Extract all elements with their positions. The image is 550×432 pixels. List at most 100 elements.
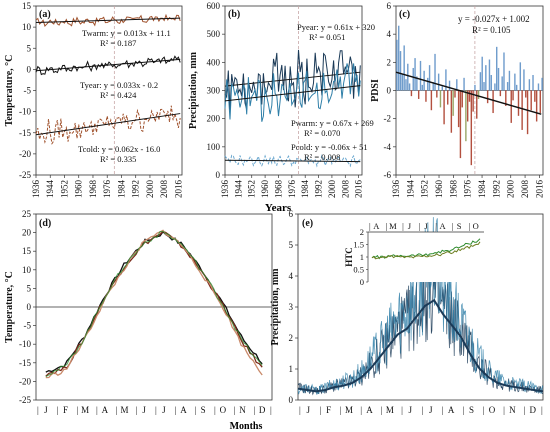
- month-label: D: [530, 405, 537, 415]
- temperature-curve-3: [45, 229, 263, 379]
- pdsi-bar: [434, 53, 436, 91]
- pdsi-bar: [436, 90, 438, 98]
- month-separator: |: [360, 405, 362, 415]
- month-separator: |: [175, 405, 177, 415]
- pdsi-bar: [483, 82, 485, 91]
- month-separator: |: [214, 405, 216, 415]
- y-tick-label: -20: [19, 376, 31, 386]
- x-tick-label: 1936: [220, 180, 230, 199]
- htc-curve-1: [371, 238, 481, 260]
- pdsi-bar: [496, 46, 498, 91]
- pdsi-bar: [412, 67, 414, 91]
- month-separator: |: [76, 405, 78, 415]
- pdsi-bar: [410, 90, 413, 97]
- y-tick-label: 5: [27, 283, 32, 293]
- y-axis-label: Precipitation, mm: [188, 51, 199, 129]
- pdsi-bar: [523, 69, 525, 91]
- month-separator: |: [401, 405, 403, 415]
- pdsi-bar: [403, 45, 405, 91]
- month-label: J: [162, 405, 166, 415]
- pdsi-bar: [535, 90, 538, 122]
- x-tick-label: 1952: [59, 180, 69, 198]
- inset-month-separator: |: [419, 221, 421, 231]
- regression-annotation: Tcold: y = 0.062x - 16.0: [78, 144, 160, 154]
- month-label: J: [306, 405, 310, 415]
- y-axis-label: PDSI: [370, 79, 381, 102]
- month-label: J: [409, 405, 413, 415]
- y-tick-label: -15: [19, 128, 31, 138]
- pwarm-series-line: [224, 63, 361, 122]
- inset-month-separator: |: [369, 221, 371, 231]
- x-tick-label: 1936: [391, 180, 401, 199]
- panel-tag: (e): [302, 218, 313, 229]
- pdsi-bar: [497, 67, 500, 91]
- y-axis-label: Precipitation, mm: [270, 268, 281, 346]
- pdsi-bar: [454, 90, 456, 98]
- pdsi-bar: [476, 90, 478, 119]
- inset-month-label: A: [440, 221, 447, 231]
- pdsi-bar: [441, 86, 443, 91]
- smoothed-precip-curve: [297, 298, 544, 393]
- month-label: A: [102, 405, 109, 415]
- pwarm-trend-line: [224, 85, 361, 102]
- pdsi-bar: [450, 90, 453, 133]
- pdsi-bar: [419, 60, 422, 91]
- pdsi-bar: [537, 83, 540, 91]
- pdsi-bar: [421, 84, 424, 91]
- inset-y-tick-label: 2: [360, 227, 364, 237]
- y-tick-label: 10: [22, 22, 32, 32]
- month-separator: |: [57, 405, 59, 415]
- y-tick-label: 6: [387, 1, 392, 11]
- pdsi-bar: [401, 73, 404, 91]
- x-tick-label: 1984: [300, 180, 310, 199]
- x-tick-label: 1936: [31, 180, 41, 199]
- y-tick-label: -6: [384, 170, 392, 180]
- pdsi-bar: [539, 90, 541, 114]
- x-tick-label: 1984: [477, 180, 487, 199]
- regression-annotation: R² = 0.008: [304, 152, 340, 162]
- pdsi-bar: [452, 90, 454, 116]
- x-tick-label: 2016: [354, 180, 364, 199]
- y-tick-label: 2: [387, 57, 392, 67]
- pdsi-bar: [439, 90, 442, 108]
- x-tick-label: 2000: [145, 180, 155, 199]
- pdsi-bar: [508, 70, 511, 91]
- pdsi-bar: [530, 90, 532, 111]
- regression-annotation: Pcold: y = -0.06x + 51: [291, 142, 368, 152]
- pdsi-bar: [521, 90, 523, 130]
- month-separator: |: [503, 405, 505, 415]
- pdsi-bar: [486, 90, 489, 104]
- pdsi-bar: [506, 82, 509, 91]
- htc-curve-2: [371, 241, 481, 260]
- pdsi-bar: [505, 90, 507, 106]
- pdsi-bar: [405, 79, 407, 91]
- inset-y-axis-label: HTC: [344, 247, 354, 267]
- x-tick-label: 1952: [247, 180, 257, 198]
- pdsi-bar: [463, 77, 465, 91]
- pdsi-bar: [492, 90, 494, 114]
- y-tick-label: -25: [19, 395, 31, 405]
- month-separator: |: [96, 405, 98, 415]
- y-tick-label: -4: [384, 142, 392, 152]
- pdsi-bar: [472, 90, 474, 112]
- x-tick-label: 1984: [116, 180, 126, 199]
- x-tick-label: 1960: [260, 180, 270, 199]
- regression-annotation: R² = 0.051: [309, 32, 345, 42]
- pdsi-bar: [481, 56, 483, 91]
- pdsi-bar: [515, 84, 518, 91]
- y-tick-label: -5: [24, 321, 32, 331]
- y-tick-label: 2: [289, 333, 294, 343]
- month-label: M: [345, 405, 353, 415]
- y-tick-label: -20: [19, 149, 31, 159]
- regression-annotation: R² = 0.424: [100, 90, 137, 100]
- x-tick-label: 2008: [520, 180, 530, 199]
- inset-month-label: M: [389, 221, 397, 231]
- y-axis-label: Temperature, °C: [4, 271, 15, 343]
- pdsi-bar: [407, 63, 409, 91]
- month-label: N: [509, 405, 516, 415]
- month-label: S: [469, 405, 474, 415]
